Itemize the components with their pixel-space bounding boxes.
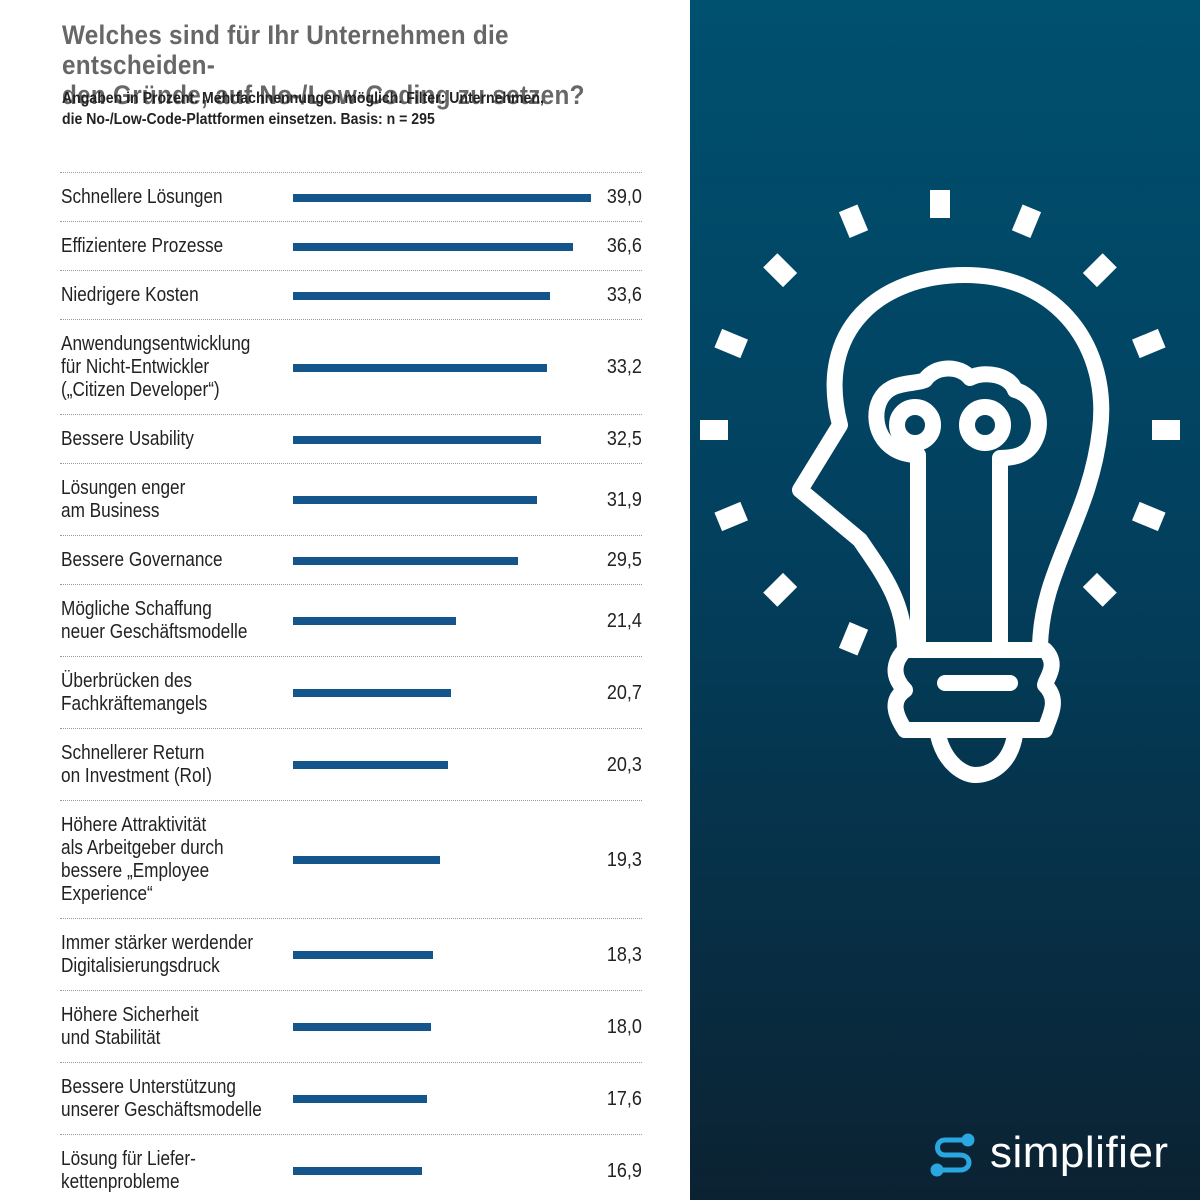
brand-name: simplifier	[990, 1128, 1169, 1177]
illustration-panel	[690, 0, 1200, 1200]
category-label: Bessere Usability	[61, 428, 194, 450]
bar	[293, 193, 591, 202]
category-label: Höhere Attraktivität als Arbeitgeber dur…	[61, 814, 224, 905]
value-label: 36,6	[606, 235, 642, 257]
bar	[293, 556, 519, 565]
bar	[293, 761, 449, 769]
row: Lösung für Liefer- kettenprobleme 16,9	[60, 1134, 642, 1200]
bar	[293, 435, 542, 444]
bar	[293, 291, 550, 300]
value-label: 20,3	[606, 753, 642, 776]
category-label: Lösungen enger am Business	[61, 477, 186, 522]
category-label: Bessere Unterstützung unserer Geschäftsm…	[61, 1076, 262, 1121]
value-label: 16,9	[606, 1159, 642, 1182]
category-label: Lösung für Liefer- kettenprobleme	[61, 1148, 196, 1193]
bar	[293, 1167, 423, 1175]
row: Mögliche Schaffung neuer Geschäftsmodell…	[60, 584, 642, 656]
value-label: 19,3	[606, 848, 642, 871]
row: Immer stärker werdender Digitalisierungs…	[60, 918, 642, 990]
row: Niedrigere Kosten 33,6	[60, 270, 642, 319]
value-label: 33,6	[606, 284, 642, 306]
row: Bessere Usability 32,5	[60, 414, 642, 463]
row: Anwendungsentwicklung für Nicht-Entwickl…	[60, 319, 642, 414]
chart-panel: Welches sind für Ihr Unternehmen die ent…	[60, 20, 642, 1200]
value-label: 18,0	[606, 1015, 642, 1038]
value-label: 18,3	[606, 943, 642, 966]
row: Lösungen enger am Business 31,9	[60, 463, 642, 535]
category-label: Überbrücken des Fachkräftemangels	[61, 670, 208, 715]
bar	[293, 856, 441, 864]
row: Höhere Sicherheit und Stabilität 18,0	[60, 990, 642, 1062]
value-label: 33,2	[606, 356, 642, 378]
bar	[293, 617, 457, 625]
category-label: Niedrigere Kosten	[61, 284, 199, 306]
row: Schnellere Lösungen 39,0	[60, 172, 642, 221]
category-label: Schnellerer Return on Investment (RoI)	[61, 742, 213, 787]
value-label: 32,5	[606, 428, 642, 450]
bar	[293, 1023, 431, 1031]
bar	[293, 363, 547, 372]
chart-title: Welches sind für Ihr Unternehmen die ent…	[62, 20, 585, 110]
category-label: Höhere Sicherheit und Stabilität	[61, 1004, 199, 1049]
row: Effizientere Prozesse 36,6	[60, 221, 642, 270]
value-label: 39,0	[606, 186, 642, 208]
bar	[293, 496, 537, 504]
row: Höhere Attraktivität als Arbeitgeber dur…	[60, 800, 642, 918]
chart-subtitle: Angaben in Prozent. Mehrfachnennungen mö…	[62, 90, 544, 128]
category-label: Schnellere Lösungen	[61, 186, 223, 208]
bar	[293, 689, 452, 697]
category-label: Bessere Governance	[61, 549, 223, 571]
value-label: 31,9	[606, 488, 642, 511]
row: Bessere Unterstützung unserer Geschäftsm…	[60, 1062, 642, 1134]
category-label: Anwendungsentwicklung für Nicht-Entwickl…	[61, 333, 251, 401]
value-label: 29,5	[606, 549, 642, 571]
value-label: 20,7	[606, 681, 642, 704]
bar	[293, 951, 433, 959]
bar	[293, 242, 573, 251]
bar	[293, 1095, 428, 1103]
row: Schnellerer Return on Investment (RoI) 20…	[60, 728, 642, 800]
value-label: 21,4	[606, 609, 642, 632]
category-label: Mögliche Schaffung neuer Geschäftsmodell…	[61, 598, 248, 643]
row: Bessere Governance 29,5	[60, 535, 642, 584]
category-label: Immer stärker werdender Digitalisierungs…	[61, 932, 254, 977]
value-label: 17,6	[606, 1087, 642, 1110]
category-label: Effizientere Prozesse	[61, 235, 224, 257]
row: Überbrücken des Fachkräftemangels 20,7	[60, 656, 642, 728]
